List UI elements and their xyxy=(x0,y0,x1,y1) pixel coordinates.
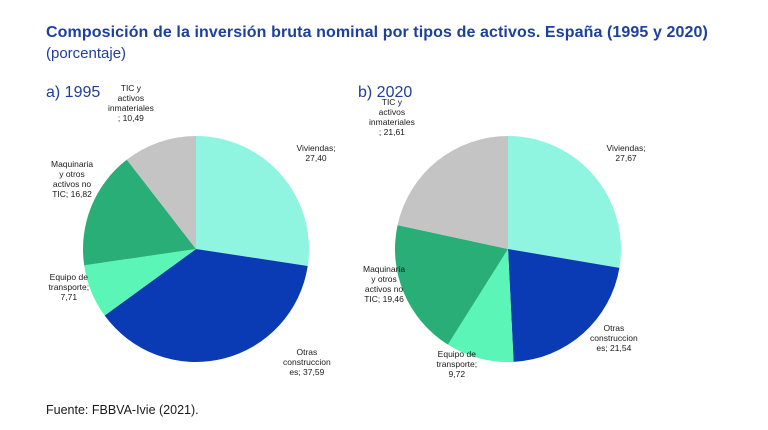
slice-label-viviendas-1995: Viviendas; 27,40 xyxy=(297,143,336,163)
slice-label-line: activos no xyxy=(52,179,92,189)
pie-slice-otras-2020 xyxy=(508,249,620,362)
slice-label-line: TIC y xyxy=(381,97,403,107)
slice-label-line: TIC y xyxy=(120,83,142,93)
slice-label-line: 7,71 xyxy=(60,292,78,302)
slice-label-line: Maquinaria xyxy=(363,264,406,274)
slice-label-line: ; 21,61 xyxy=(378,127,405,137)
slice-label-line: TIC; 19,46 xyxy=(364,294,404,304)
slice-label-maquinaria-2020: Maquinaria y otros activos no TIC; 19,46 xyxy=(363,264,405,304)
pie-slice-viviendas-1995 xyxy=(196,136,309,266)
slice-label-line: Maquinaria xyxy=(51,159,94,169)
slice-label-line: construccion xyxy=(590,333,638,343)
slice-label-tic-1995: TIC y activos inmateriales; 10,49 xyxy=(108,83,154,123)
slice-label-line: Equipo de xyxy=(49,272,88,282)
slice-label-tic-2020: TIC y activos inmateriales; 21,61 xyxy=(369,97,415,137)
slice-label-line: Equipo de xyxy=(437,349,476,359)
slice-label-otras-1995: Otras construccion es; 37,59 xyxy=(283,347,331,377)
pie-slice-equipo-2020 xyxy=(447,249,514,362)
slice-label-line: construccion xyxy=(283,357,331,367)
slice-label-maquinaria-1995: Maquinaria y otros activos no TIC; 16,82 xyxy=(51,159,93,199)
slice-label-line: Viviendas; xyxy=(606,143,646,153)
slice-label-equipo-2020: Equipo de transporte; 9,72 xyxy=(437,349,478,379)
slice-label-line: y otros xyxy=(59,169,85,179)
slice-label-equipo-1995: Equipo de transporte; 7,71 xyxy=(49,272,90,302)
slice-label-line: activos xyxy=(378,107,406,117)
slice-label-line: y otros xyxy=(371,274,397,284)
panel-title-1995: a) 1995 xyxy=(46,84,101,101)
slice-label-line: 27,67 xyxy=(615,153,637,163)
pie-slice-tic-1995 xyxy=(126,136,196,249)
pie-slice-maquinaria-2020 xyxy=(395,225,508,345)
slice-label-line: 27,40 xyxy=(305,153,327,163)
chart-subtitle: (porcentaje) xyxy=(46,45,127,62)
slice-label-line: inmateriales xyxy=(108,103,154,113)
slice-label-line: Otras xyxy=(603,323,625,333)
slice-label-line: activos xyxy=(117,93,145,103)
slice-label-line: Viviendas; xyxy=(296,143,336,153)
pie-slice-otras-1995 xyxy=(104,249,308,363)
slice-label-viviendas-2020: Viviendas; 27,67 xyxy=(607,143,646,163)
pie-slice-viviendas-2020 xyxy=(508,136,621,268)
slice-label-line: es; 21,54 xyxy=(596,343,632,353)
slice-label-line: activos no xyxy=(364,284,404,294)
slice-label-line: ; 10,49 xyxy=(117,113,144,123)
slice-label-line: transporte; xyxy=(48,282,90,292)
panel-title-2020: b) 2020 xyxy=(358,84,413,101)
slice-label-line: es; 37,59 xyxy=(289,367,325,377)
pie-slice-maquinaria-1995 xyxy=(82,159,196,266)
pie-slice-equipo-1995 xyxy=(84,249,196,316)
slice-label-otras-2020: Otras construccion es; 21,54 xyxy=(590,323,638,353)
source-note: Fuente: FBBVA-Ivie (2021). xyxy=(46,403,199,417)
chart-title: Composición de la inversión bruta nomina… xyxy=(46,24,708,41)
slice-label-line: transporte; xyxy=(436,359,478,369)
pie-slice-tic-2020 xyxy=(397,136,508,249)
slice-label-line: TIC; 16,82 xyxy=(52,189,92,199)
slice-label-line: Otras xyxy=(296,347,318,357)
slice-label-line: 9,72 xyxy=(448,369,466,379)
slice-label-line: inmateriales xyxy=(369,117,415,127)
